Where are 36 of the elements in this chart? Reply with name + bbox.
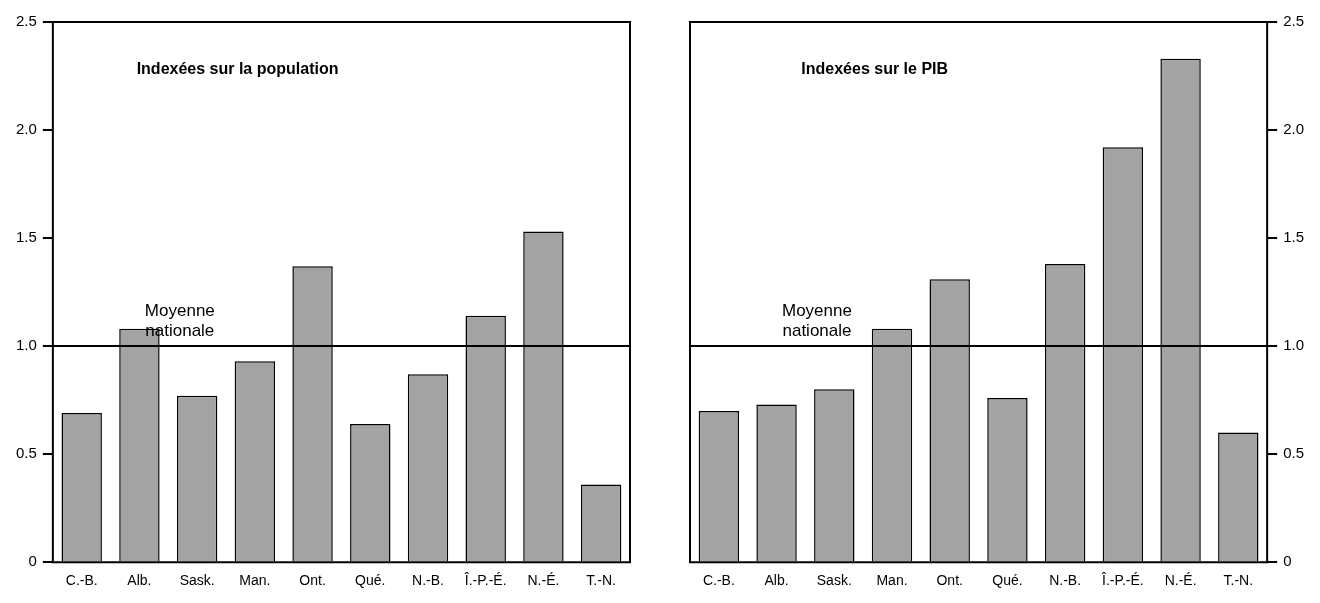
x-tick-label: N.-É. bbox=[1164, 572, 1197, 589]
y-tick-label: 2.0 bbox=[15, 120, 37, 138]
ref-line-label: Moyenne nationale bbox=[144, 301, 215, 341]
y2-tick-label: 2.5 bbox=[1283, 12, 1305, 30]
y2-tick-label: 0.5 bbox=[1283, 444, 1305, 462]
y2-tick-label: 1.5 bbox=[1283, 228, 1305, 246]
y-tick-label: 2.5 bbox=[15, 12, 37, 30]
y-tick-label: 1.0 bbox=[15, 336, 37, 354]
x-tick-label: Î.-P.-É. bbox=[463, 572, 507, 589]
y-tick-label: 0 bbox=[28, 552, 37, 570]
x-tick-label: N.-É. bbox=[527, 572, 560, 589]
text: Indexées sur la population bbox=[136, 60, 339, 78]
x-tick-label: Man. bbox=[239, 572, 271, 589]
x-tick-label: Ont. bbox=[299, 572, 326, 589]
y2-tick-label: 1.0 bbox=[1283, 336, 1305, 354]
x-tick-label: N.-B. bbox=[1049, 572, 1082, 589]
x-tick-label: Qué. bbox=[992, 572, 1023, 589]
x-tick-label: N.-B. bbox=[412, 572, 444, 589]
y-tick-label: 0.5 bbox=[15, 444, 37, 462]
ref-line-label: Moyenne nationale bbox=[782, 301, 852, 341]
text: Indexées sur le PIB bbox=[801, 60, 949, 78]
y-tick-label: 1.5 bbox=[15, 228, 37, 246]
x-tick-label: C.-B. bbox=[65, 572, 98, 589]
y2-tick-label: 0 bbox=[1283, 552, 1292, 570]
x-tick-label: C.-B. bbox=[702, 572, 735, 589]
x-tick-label: T.-N. bbox=[1223, 572, 1254, 589]
x-tick-label: Alb. bbox=[127, 572, 152, 589]
x-tick-label: Sask. bbox=[816, 572, 852, 589]
x-tick-label: T.-N. bbox=[586, 572, 616, 589]
x-tick-label: Î.-P.-É. bbox=[1100, 572, 1144, 589]
x-tick-label: Qué. bbox=[355, 572, 386, 589]
x-tick-label: Sask. bbox=[179, 572, 215, 589]
x-tick-label: Man. bbox=[876, 572, 908, 589]
x-tick-label: Ont. bbox=[936, 572, 963, 589]
y2-tick-label: 2.0 bbox=[1283, 120, 1305, 138]
x-tick-label: Alb. bbox=[764, 572, 789, 589]
